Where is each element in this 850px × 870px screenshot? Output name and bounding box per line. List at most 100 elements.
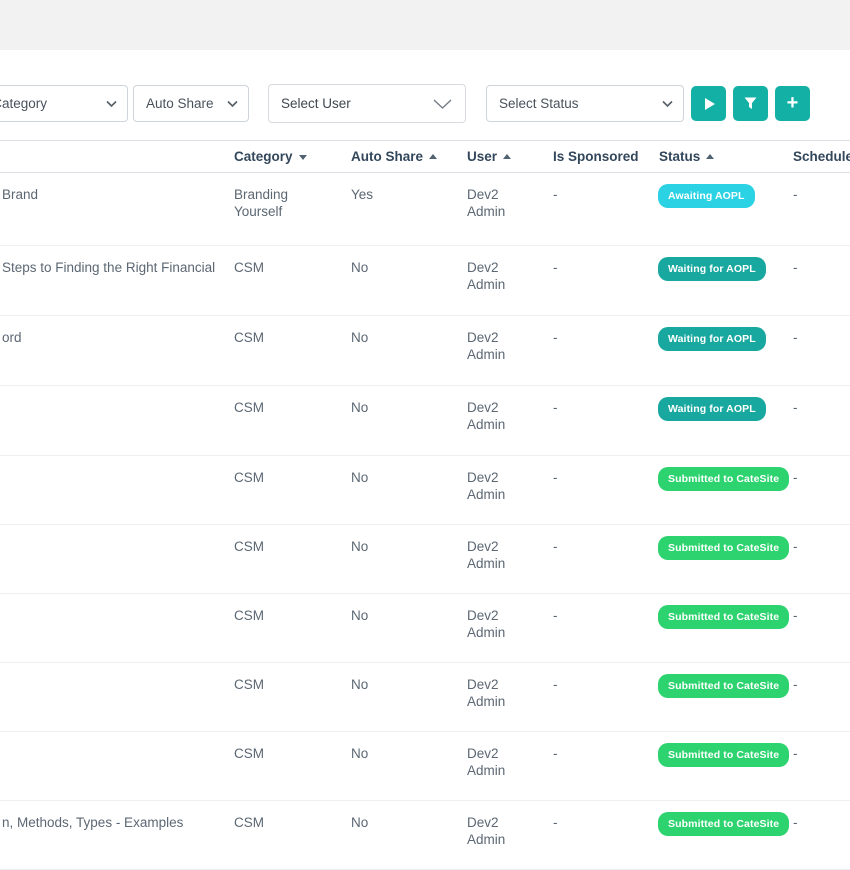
table-row[interactable]: ord CSM No Dev2 Admin - Waiting for AOPL… [0,316,850,386]
play-icon [705,98,715,110]
is-sponsored-cell: - [553,186,558,203]
scheduled-cell: - [793,186,798,203]
status-badge: Waiting for AOPL [658,397,766,421]
chevron-down-icon [433,99,452,109]
status-badge: Submitted to CateSite [658,605,789,629]
scheduled-cell: - [793,814,798,831]
auto-share-select-value: Auto Share [146,96,214,111]
user-cell: Dev2 Admin [467,186,531,220]
table-body: Brand Branding Yourself Yes Dev2 Admin -… [0,173,850,870]
category-cell: CSM [234,259,338,276]
category-cell: CSM [234,607,338,624]
filter-bar: Select Category Auto Share Select User S… [0,85,850,125]
status-cell: Submitted to CateSite [658,536,789,560]
auto-share-cell: Yes [351,186,373,203]
table-row[interactable]: CSM No Dev2 Admin - Submitted to CateSit… [0,594,850,663]
table-row[interactable]: Steps to Finding the Right Financial CSM… [0,246,850,316]
filter-button[interactable] [733,86,768,121]
table-row[interactable]: n, Methods, Types - Examples CSM No Dev2… [0,801,850,870]
status-cell: Submitted to CateSite [658,605,789,629]
column-header-auto-share[interactable]: Auto Share [351,149,437,164]
table-row[interactable]: CSM No Dev2 Admin - Submitted to CateSit… [0,732,850,801]
status-cell: Submitted to CateSite [658,743,789,767]
column-header-category[interactable]: Category [234,149,307,164]
sort-desc-icon [299,155,307,160]
scheduled-cell: - [793,399,798,416]
category-cell: CSM [234,329,338,346]
title-cell: Steps to Finding the Right Financial [2,259,234,276]
user-select-placeholder: Select User [281,96,351,111]
user-cell: Dev2 Admin [467,676,531,710]
table-row[interactable]: CSM No Dev2 Admin - Waiting for AOPL - [0,386,850,456]
column-header-is-sponsored[interactable]: Is Sponsored [553,149,639,164]
table-row[interactable]: Brand Branding Yourself Yes Dev2 Admin -… [0,173,850,246]
category-select[interactable]: Select Category [0,85,128,122]
category-cell: CSM [234,676,338,693]
column-header-scheduled[interactable]: Scheduled [793,149,850,164]
run-search-button[interactable] [691,86,726,121]
status-cell: Waiting for AOPL [658,397,766,421]
user-cell: Dev2 Admin [467,259,531,293]
sort-asc-icon [706,154,714,159]
is-sponsored-cell: - [553,745,558,762]
funnel-icon [744,97,757,110]
auto-share-cell: No [351,814,368,831]
column-header-status[interactable]: Status [659,149,714,164]
status-cell: Submitted to CateSite [658,467,789,491]
sort-asc-icon [429,154,437,159]
table-header: Category Auto Share User Is Sponsored St… [0,140,850,173]
top-gray-band [0,0,850,50]
status-badge: Submitted to CateSite [658,467,789,491]
auto-share-cell: No [351,329,368,346]
category-cell: CSM [234,399,338,416]
title-cell: n, Methods, Types - Examples [2,814,234,831]
scheduled-cell: - [793,259,798,276]
scheduled-cell: - [793,607,798,624]
is-sponsored-cell: - [553,259,558,276]
auto-share-cell: No [351,399,368,416]
user-cell: Dev2 Admin [467,607,531,641]
is-sponsored-cell: - [553,399,558,416]
table-row[interactable]: CSM No Dev2 Admin - Submitted to CateSit… [0,663,850,732]
status-cell: Submitted to CateSite [658,812,789,836]
status-select[interactable]: Select Status [486,85,684,122]
category-cell: CSM [234,814,338,831]
is-sponsored-cell: - [553,329,558,346]
status-badge: Submitted to CateSite [658,812,789,836]
title-cell: ord [2,329,234,346]
user-cell: Dev2 Admin [467,469,531,503]
user-cell: Dev2 Admin [467,399,531,433]
auto-share-cell: No [351,745,368,762]
category-cell: Branding Yourself [234,186,338,220]
user-cell: Dev2 Admin [467,745,531,779]
table-row[interactable]: CSM No Dev2 Admin - Submitted to CateSit… [0,456,850,525]
auto-share-cell: No [351,469,368,486]
is-sponsored-cell: - [553,676,558,693]
auto-share-cell: No [351,676,368,693]
sort-asc-icon [503,154,511,159]
chevron-down-icon [662,100,673,107]
status-cell: Waiting for AOPL [658,327,766,351]
is-sponsored-cell: - [553,814,558,831]
add-button[interactable]: + [775,86,810,121]
scheduled-cell: - [793,329,798,346]
auto-share-cell: No [351,607,368,624]
is-sponsored-cell: - [553,538,558,555]
status-badge: Submitted to CateSite [658,674,789,698]
chevron-down-icon [227,100,238,107]
status-badge: Awaiting AOPL [658,184,755,208]
is-sponsored-cell: - [553,607,558,624]
status-badge: Waiting for AOPL [658,257,766,281]
column-header-user[interactable]: User [467,149,511,164]
scheduled-cell: - [793,469,798,486]
user-select[interactable]: Select User [268,84,466,123]
title-cell: Brand [2,186,234,203]
auto-share-select[interactable]: Auto Share [133,85,249,122]
plus-icon: + [787,93,799,113]
category-select-value: Select Category [0,96,47,111]
user-cell: Dev2 Admin [467,814,531,848]
auto-share-cell: No [351,538,368,555]
is-sponsored-cell: - [553,469,558,486]
category-cell: CSM [234,538,338,555]
table-row[interactable]: CSM No Dev2 Admin - Submitted to CateSit… [0,525,850,594]
